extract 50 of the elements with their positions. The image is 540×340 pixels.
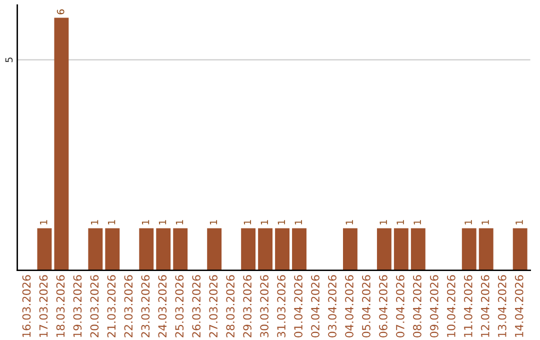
- data-label: 1: [346, 220, 353, 224]
- x-tick-label: 03.04.2026: [328, 275, 336, 338]
- x-tick-label: 06.04.2026: [379, 275, 388, 338]
- x-tick-label: 19.03.2026: [73, 275, 82, 337]
- x-tick-label: 26.03.2026: [192, 275, 201, 338]
- x-tick-label: 12.04.2026: [480, 275, 490, 337]
- x-tick-label: 17.03.2026: [39, 275, 48, 337]
- x-tick-label: 04.04.2026: [345, 275, 354, 338]
- x-tick-label: 28.03.2026: [226, 275, 235, 338]
- data-label: 1: [108, 220, 116, 224]
- x-tick-label: 30.03.2026: [260, 275, 269, 338]
- x-tick-label: 14.04.2026: [514, 275, 524, 337]
- x-tick-label: 25.03.2026: [175, 275, 184, 338]
- x-tick-label: 07.04.2026: [396, 275, 404, 338]
- x-tick-label: 27.03.2026: [209, 275, 218, 338]
- data-label: 1: [380, 220, 387, 224]
- x-tick-label: 09.04.2026: [430, 275, 438, 338]
- x-tick-label: 22.03.2026: [124, 275, 133, 338]
- data-label: 1: [396, 220, 404, 224]
- x-tick-label: 18.03.2026: [56, 275, 65, 337]
- x-tick-label: 29.03.2026: [243, 275, 252, 338]
- data-label: 1: [260, 220, 268, 224]
- data-label: 1: [210, 220, 218, 224]
- y-tick-label: 5: [5, 58, 13, 62]
- data-label: 1: [464, 220, 472, 224]
- data-label: 1: [176, 220, 184, 224]
- x-tick-label: 10.04.2026: [446, 275, 456, 337]
- x-tick-label: 01.04.2026: [294, 275, 302, 338]
- data-label: 1: [158, 220, 166, 224]
- data-label: 1: [91, 220, 98, 224]
- data-label: 1: [244, 220, 251, 224]
- data-label: 1: [294, 220, 302, 224]
- data-label: 1: [414, 220, 421, 224]
- x-tick-label: 23.03.2026: [141, 275, 150, 338]
- x-tick-label: 08.04.2026: [412, 275, 422, 338]
- x-tick-label: 20.03.2026: [90, 275, 99, 338]
- x-tick-label: 11.04.2026: [464, 275, 472, 337]
- x-tick-label: 16.03.2026: [22, 275, 31, 337]
- data-label: 1: [278, 220, 285, 224]
- data-label: 1: [482, 220, 489, 224]
- data-label: 1: [40, 220, 48, 224]
- x-tick-label: 24.03.2026: [158, 275, 167, 338]
- x-tick-label: 02.04.2026: [311, 275, 320, 338]
- data-label: 6: [56, 9, 64, 14]
- data-label: 1: [142, 220, 150, 224]
- x-tick-label: 31.03.2026: [277, 275, 286, 338]
- x-tick-label: 13.04.2026: [498, 275, 506, 337]
- x-tick-label: 05.04.2026: [362, 275, 370, 338]
- x-tick-label: 21.03.2026: [107, 275, 116, 338]
- data-label: 1: [516, 220, 523, 224]
